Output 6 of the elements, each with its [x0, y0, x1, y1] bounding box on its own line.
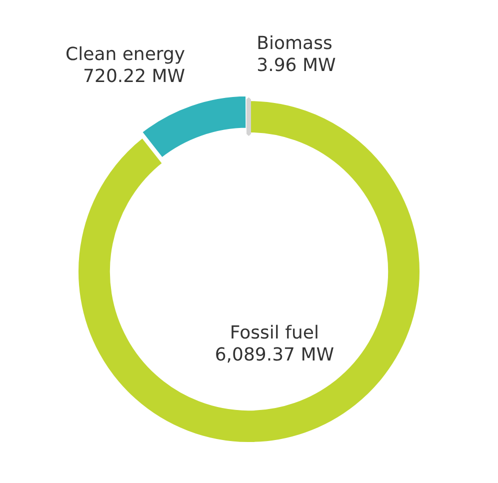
slice-label: Clean energy [66, 44, 186, 66]
data-label: 3.96 MW [256, 55, 336, 76]
data-label: 720.22 MW [83, 66, 186, 88]
data-label: 6,089.37 MW [214, 344, 334, 366]
slice-label: Fossil fuel [230, 322, 319, 344]
slice-label: Biomass [256, 33, 332, 54]
